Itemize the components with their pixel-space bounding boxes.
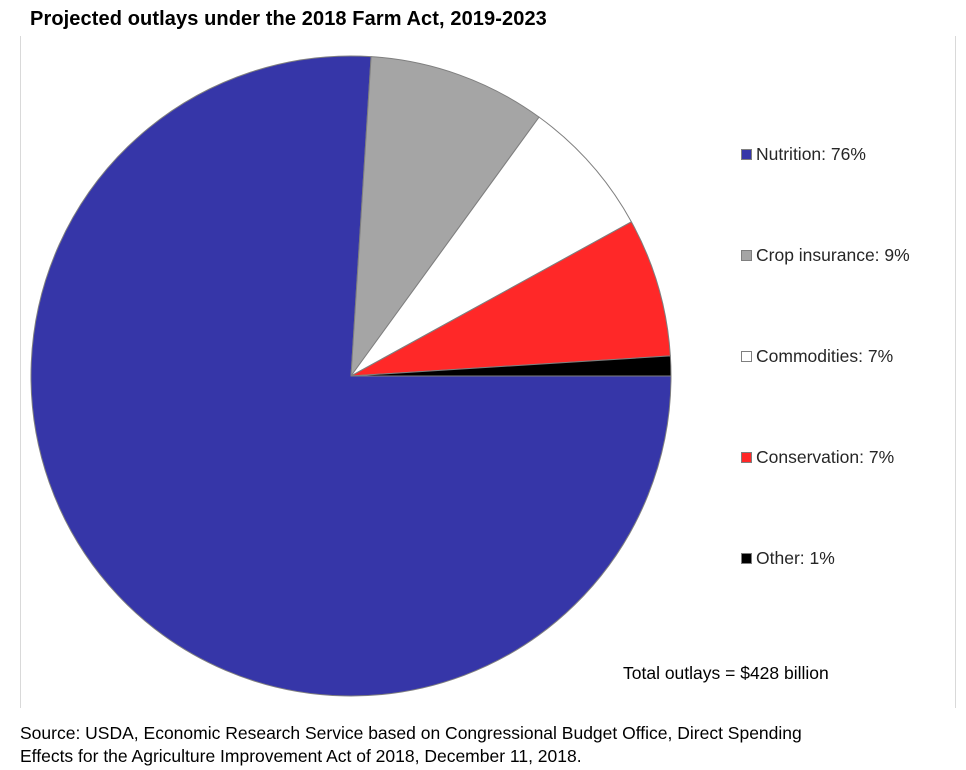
- total-outlays-label: Total outlays = $428 billion: [623, 663, 829, 683]
- legend-label-other: Other: 1%: [756, 548, 835, 568]
- legend-item-conservation: Conservation: 7%: [741, 447, 894, 468]
- legend-label-nutrition: Nutrition: 76%: [756, 144, 866, 164]
- chart-title: Projected outlays under the 2018 Farm Ac…: [30, 8, 547, 30]
- chart-legend: Nutrition: 76% Crop insurance: 9% Commod…: [741, 0, 961, 770]
- legend-item-other: Other: 1%: [741, 548, 835, 569]
- legend-item-crop-insurance: Crop insurance: 9%: [741, 245, 910, 266]
- legend-label-conservation: Conservation: 7%: [756, 447, 895, 467]
- pie-slice-crop-insurance: [350, 56, 540, 377]
- legend-swatch-commodities: [741, 351, 752, 362]
- legend-label-commodities: Commodities: 7%: [756, 346, 894, 366]
- legend-swatch-nutrition: [741, 149, 752, 160]
- pie-slice-commodities: [350, 116, 632, 377]
- pie-slice-conservation: [350, 221, 671, 377]
- pie-slice-other: [350, 355, 672, 377]
- pie-slices: [30, 55, 672, 697]
- legend-swatch-crop-insurance: [741, 250, 752, 261]
- source-line-2: Effects for the Agriculture Improvement …: [20, 746, 582, 766]
- legend-swatch-conservation: [741, 452, 752, 463]
- legend-item-commodities: Commodities: 7%: [741, 346, 893, 367]
- legend-label-crop-insurance: Crop insurance: 9%: [756, 245, 910, 265]
- legend-item-nutrition: Nutrition: 76%: [741, 144, 866, 165]
- source-note: Source: USDA, Economic Research Service …: [20, 722, 950, 768]
- source-line-1: Source: USDA, Economic Research Service …: [20, 723, 802, 743]
- legend-swatch-other: [741, 553, 752, 564]
